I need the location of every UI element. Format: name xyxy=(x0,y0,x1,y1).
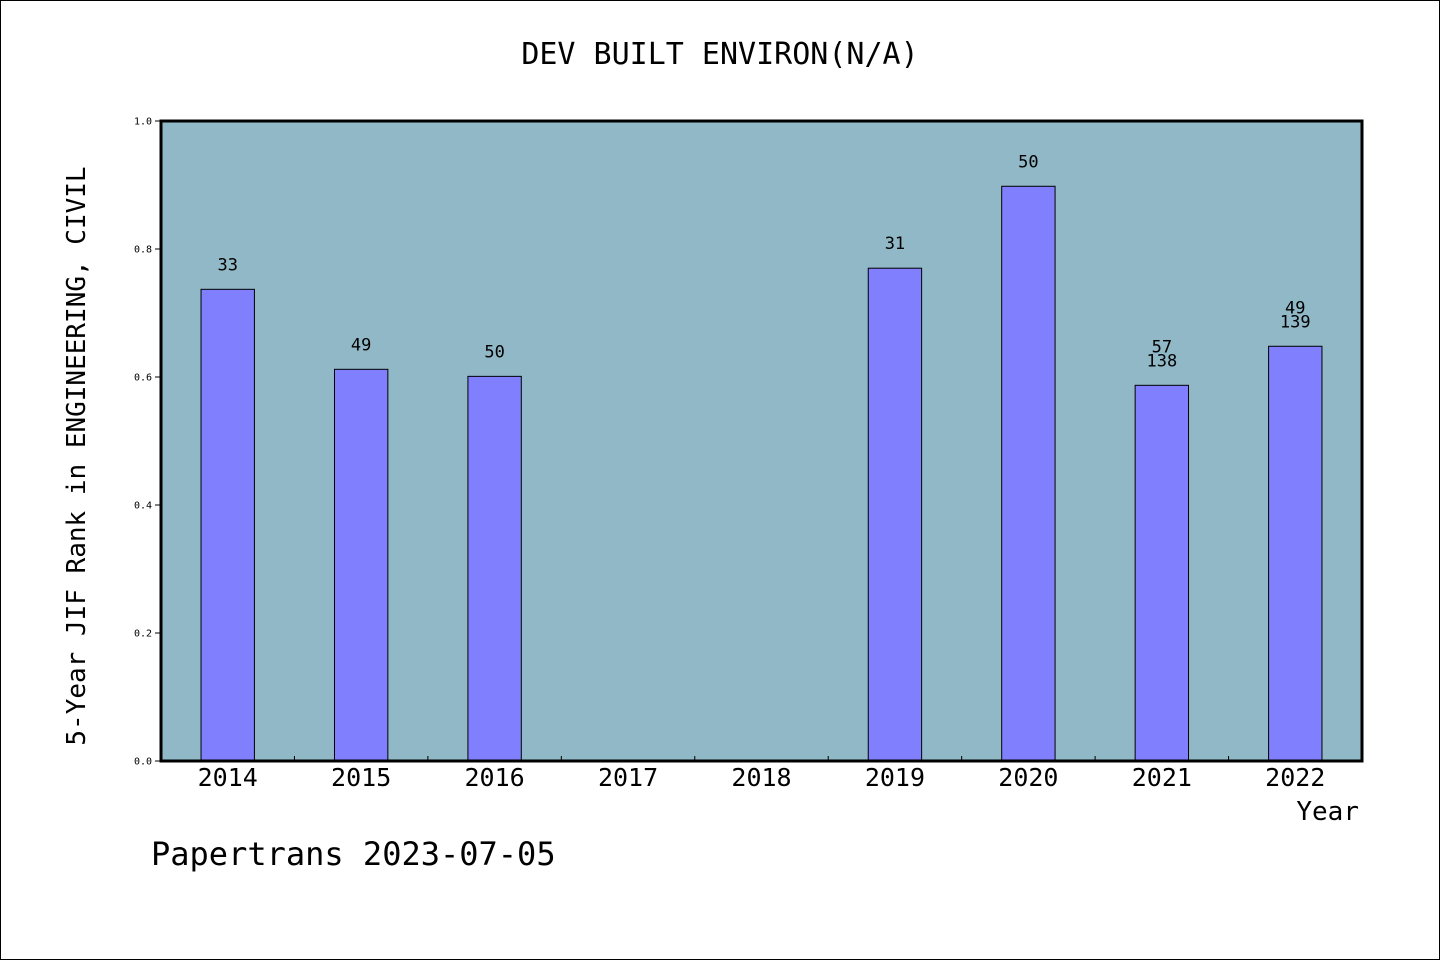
bar-data-label: 138 xyxy=(1146,351,1177,371)
bar xyxy=(867,267,923,762)
plot-border xyxy=(159,119,1364,763)
x-tick-label: 2019 xyxy=(865,763,925,792)
x-tick-label: 2018 xyxy=(731,763,791,792)
bar-data-label: 49 xyxy=(351,335,371,355)
bar-data-label: 49 xyxy=(1285,298,1305,318)
x-tick-label: 2017 xyxy=(598,763,658,792)
x-tick-label: 2016 xyxy=(465,763,525,792)
x-axis-label: Year xyxy=(1296,797,1359,827)
bar-data-label: 33 xyxy=(217,255,237,275)
x-tick-label: 2021 xyxy=(1132,763,1192,792)
bar xyxy=(1134,384,1190,762)
bar-data-label: 139 xyxy=(1280,312,1311,332)
bar-data-label: 31 xyxy=(885,234,905,254)
y-tick-label: 0.0 xyxy=(134,757,152,768)
y-tick-label: 0.4 xyxy=(134,501,152,512)
bar-data-label: 57 xyxy=(1152,337,1172,357)
y-tick-label: 1.0 xyxy=(134,117,152,128)
y-tick-label: 0.2 xyxy=(134,629,152,640)
bar xyxy=(467,375,522,762)
x-tick-label: 2014 xyxy=(198,763,258,792)
bar-data-label: 50 xyxy=(1018,152,1038,172)
footer-text: Papertrans 2023-07-05 xyxy=(151,835,556,873)
y-tick-label: 0.8 xyxy=(134,245,152,256)
bar xyxy=(200,288,255,762)
y-tick-label: 0.6 xyxy=(134,373,152,384)
chart-title: DEV BUILT ENVIRON(N/A) xyxy=(521,37,919,72)
bar xyxy=(1268,345,1323,762)
bar xyxy=(1001,185,1056,762)
bar xyxy=(333,368,389,762)
x-tick-label: 2015 xyxy=(331,763,391,792)
x-tick-label: 2022 xyxy=(1265,763,1325,792)
x-tick-label: 2020 xyxy=(998,763,1058,792)
bar-data-label: 50 xyxy=(484,342,504,362)
